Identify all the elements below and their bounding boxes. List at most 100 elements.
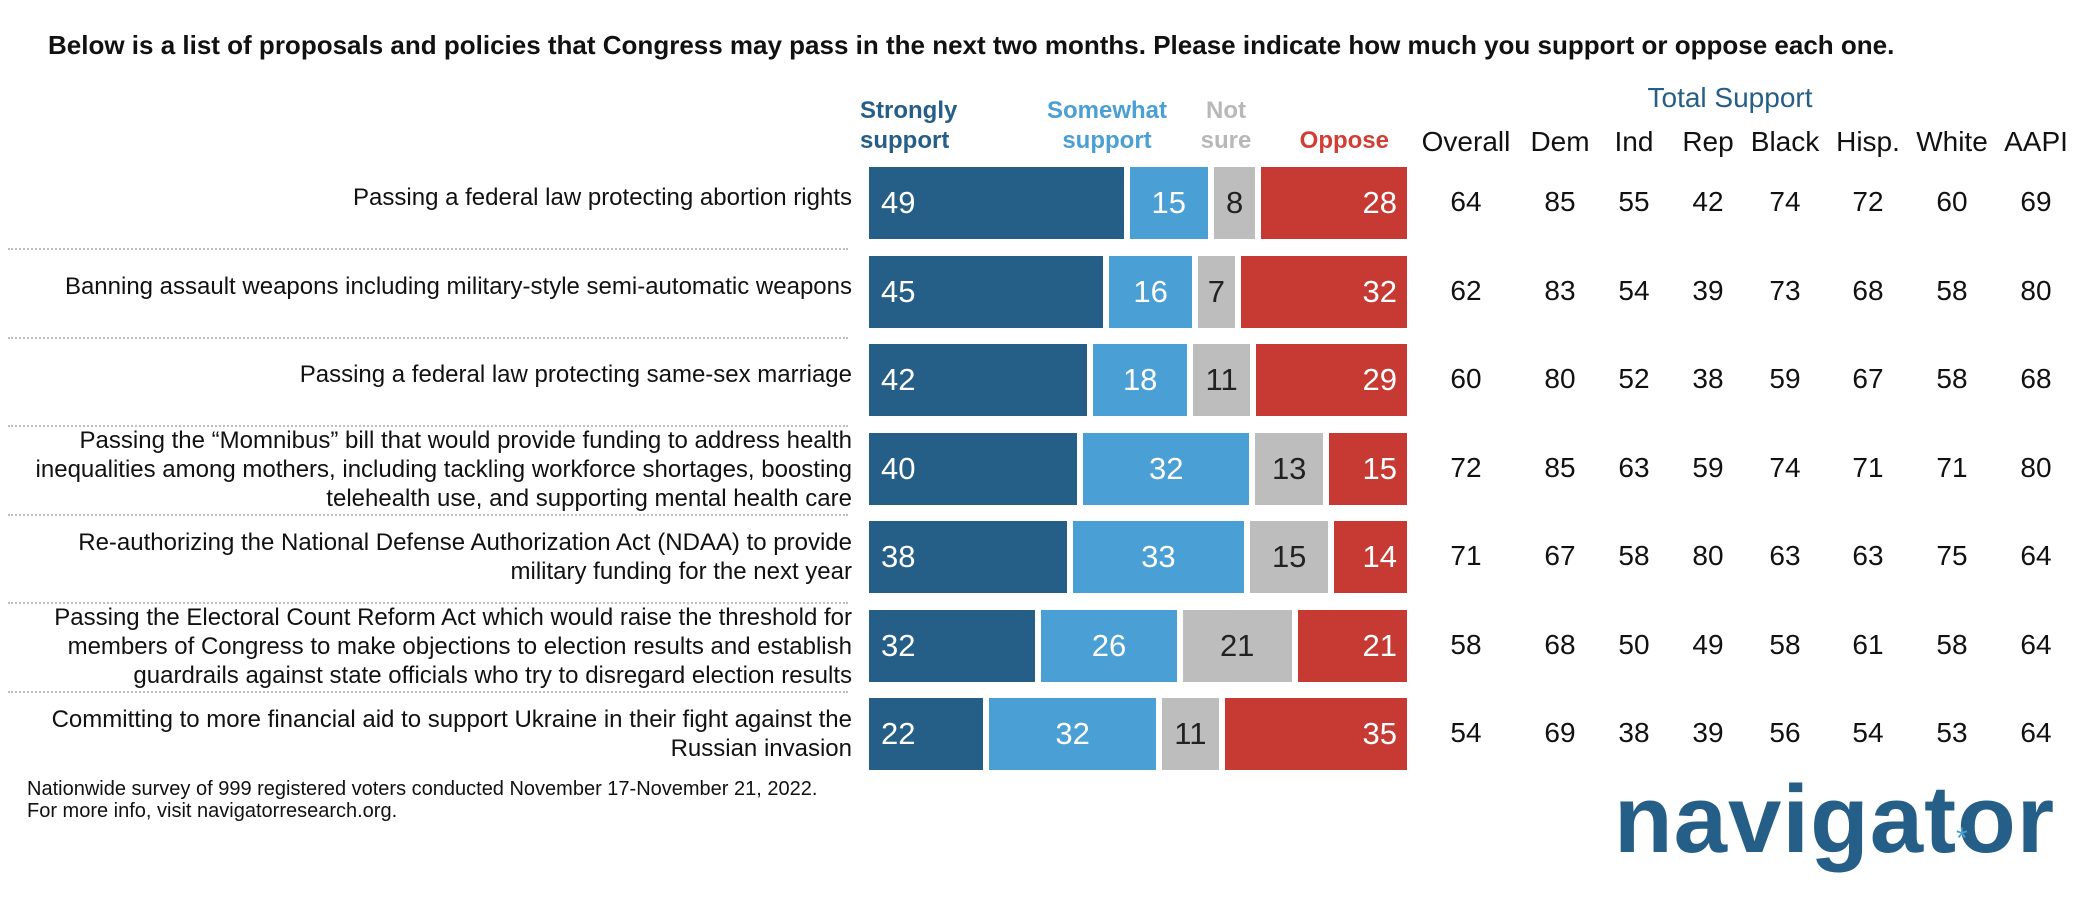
total-support-cell: 69 xyxy=(1544,717,1576,748)
legend-somewhat-support-line1: Somewhat xyxy=(1046,97,1168,124)
total-support-cell: 72 xyxy=(1450,452,1482,483)
bar-segment-oppose: 29 xyxy=(1256,344,1407,416)
row-label: Passing a federal law protecting abortio… xyxy=(0,183,852,212)
total-support-cell: 54 xyxy=(1450,717,1482,748)
bar-segment-somewhat-support: 18 xyxy=(1093,344,1187,416)
total-support-cell: 64 xyxy=(2020,629,2052,660)
row-label-line: inequalities among mothers, including ta… xyxy=(35,455,852,483)
row-label-line: Banning assault weapons including milita… xyxy=(64,272,852,300)
navigator-logo: navigator xyxy=(1614,766,2056,873)
row-label-line: guardrails against state officials who t… xyxy=(133,661,852,689)
bar-segment-somewhat-support: 32 xyxy=(1083,433,1250,505)
row-label-line: members of Congress to make objections t… xyxy=(67,632,852,660)
total-support-cell: 58 xyxy=(1450,629,1482,660)
total-support-cell: 64 xyxy=(2020,717,2052,748)
bar-segment-oppose: 28 xyxy=(1261,167,1407,239)
total-support-cell: 58 xyxy=(1936,629,1968,660)
bar-segment-somewhat-support: 16 xyxy=(1109,256,1193,328)
total-support-cell: 42 xyxy=(1692,186,1724,217)
bar-segment-not-sure: 11 xyxy=(1193,344,1251,416)
total-support-cell: 85 xyxy=(1544,452,1576,483)
row-label-line: Passing a federal law protecting abortio… xyxy=(353,183,852,211)
row-label: Passing the Electoral Count Reform Act w… xyxy=(0,603,852,690)
column-header-overall: Overall xyxy=(1421,126,1511,157)
total-support-cell: 68 xyxy=(2020,363,2052,394)
total-support-cell: 74 xyxy=(1769,186,1801,217)
total-support-heading: Total Support xyxy=(1647,82,1813,113)
row-label: Re-authorizing the National Defense Auth… xyxy=(0,528,852,586)
total-support-cell: 59 xyxy=(1769,363,1801,394)
column-header-aapi: AAPI xyxy=(2004,126,2068,157)
bar-segment-strongly-support: 42 xyxy=(869,344,1088,416)
column-header-black: Black xyxy=(1750,126,1820,157)
column-header-hisp: Hisp. xyxy=(1836,126,1900,157)
column-header-dem: Dem xyxy=(1530,126,1590,157)
row-label-line: Committing to more financial aid to supp… xyxy=(51,706,852,733)
row-label-line: military funding for the next year xyxy=(510,558,853,585)
legend-not-sure-line1: Not xyxy=(1206,97,1246,124)
row-label-line: Passing the “Momnibus” bill that would p… xyxy=(79,426,852,454)
total-support-cell: 58 xyxy=(1618,540,1650,571)
total-support-cell: 71 xyxy=(1852,452,1884,483)
row-label-line: Passing the Electoral Count Reform Act w… xyxy=(54,603,852,631)
legend-not-sure-line2: sure xyxy=(1200,127,1252,154)
total-support-cell: 64 xyxy=(2020,540,2052,571)
total-support-cell: 67 xyxy=(1852,363,1884,394)
total-support-cell: 55 xyxy=(1618,186,1650,217)
total-support-cell: 68 xyxy=(1544,629,1576,660)
total-support-cell: 52 xyxy=(1618,363,1650,394)
row-label-line: Russian invasion xyxy=(670,735,852,762)
bar-segment-somewhat-support: 32 xyxy=(989,698,1156,770)
total-support-cell: 59 xyxy=(1692,452,1724,483)
column-header-white: White xyxy=(1916,126,1988,157)
total-support-cell: 60 xyxy=(1450,363,1482,394)
row-divider xyxy=(8,691,848,693)
bar-segment-strongly-support: 38 xyxy=(869,521,1067,593)
bar-segment-not-sure: 7 xyxy=(1198,256,1235,328)
total-support-cell: 63 xyxy=(1618,452,1650,483)
legend-somewhat-support: Somewhat support xyxy=(1022,96,1192,156)
total-support-cell: 62 xyxy=(1450,275,1482,306)
row-divider xyxy=(8,602,848,604)
row-divider xyxy=(8,514,848,516)
bar-segment-not-sure: 8 xyxy=(1213,167,1256,239)
total-support-cell: 58 xyxy=(1936,363,1968,394)
total-support-cell: 60 xyxy=(1936,186,1968,217)
legend-not-sure: Not sure xyxy=(1180,96,1272,156)
total-support-cell: 63 xyxy=(1769,540,1801,571)
total-support-cell: 58 xyxy=(1769,629,1801,660)
row-divider xyxy=(8,425,848,427)
column-header-rep: Rep xyxy=(1682,126,1734,157)
row-label: Passing the “Momnibus” bill that would p… xyxy=(0,426,852,513)
logo-asterisk-icon: * xyxy=(1956,822,1968,855)
total-support-cell: 83 xyxy=(1544,275,1576,306)
footnote: Nationwide survey of 999 registered vote… xyxy=(27,778,817,822)
total-support-cell: 80 xyxy=(2020,452,2052,483)
total-support-cell: 38 xyxy=(1618,717,1650,748)
bar-segment-not-sure: 21 xyxy=(1182,610,1292,682)
bar-segment-strongly-support: 22 xyxy=(869,698,984,770)
bar-segment-somewhat-support: 26 xyxy=(1041,610,1177,682)
total-support-cell: 38 xyxy=(1692,363,1724,394)
chart-title: Below is a list of proposals and policie… xyxy=(48,30,1895,60)
bar-segment-strongly-support: 40 xyxy=(869,433,1077,505)
total-support-cell: 85 xyxy=(1544,186,1576,217)
legend-strongly-support-line1: Strongly xyxy=(860,97,958,124)
total-support-cell: 54 xyxy=(1852,717,1884,748)
total-support-cell: 80 xyxy=(1544,363,1576,394)
total-support-cell: 71 xyxy=(1936,452,1968,483)
legend-oppose: Oppose xyxy=(1299,127,1389,154)
row-label: Committing to more financial aid to supp… xyxy=(0,705,852,763)
total-support-cell: 69 xyxy=(2020,186,2052,217)
footnote-line-1: Nationwide survey of 999 registered vote… xyxy=(27,778,818,800)
footnote-line-2: For more info, visit navigatorresearch.o… xyxy=(27,800,398,822)
bar-segment-not-sure: 13 xyxy=(1255,433,1323,505)
bar-segment-somewhat-support: 33 xyxy=(1072,521,1245,593)
bar-segment-oppose: 14 xyxy=(1334,521,1407,593)
total-support-cell: 58 xyxy=(1936,275,1968,306)
legend-strongly-support: Strongly support xyxy=(860,96,1040,156)
bar-segment-not-sure: 11 xyxy=(1161,698,1219,770)
column-header-ind: Ind xyxy=(1614,126,1654,157)
bar-segment-not-sure: 15 xyxy=(1250,521,1329,593)
bar-segment-strongly-support: 49 xyxy=(869,167,1124,239)
